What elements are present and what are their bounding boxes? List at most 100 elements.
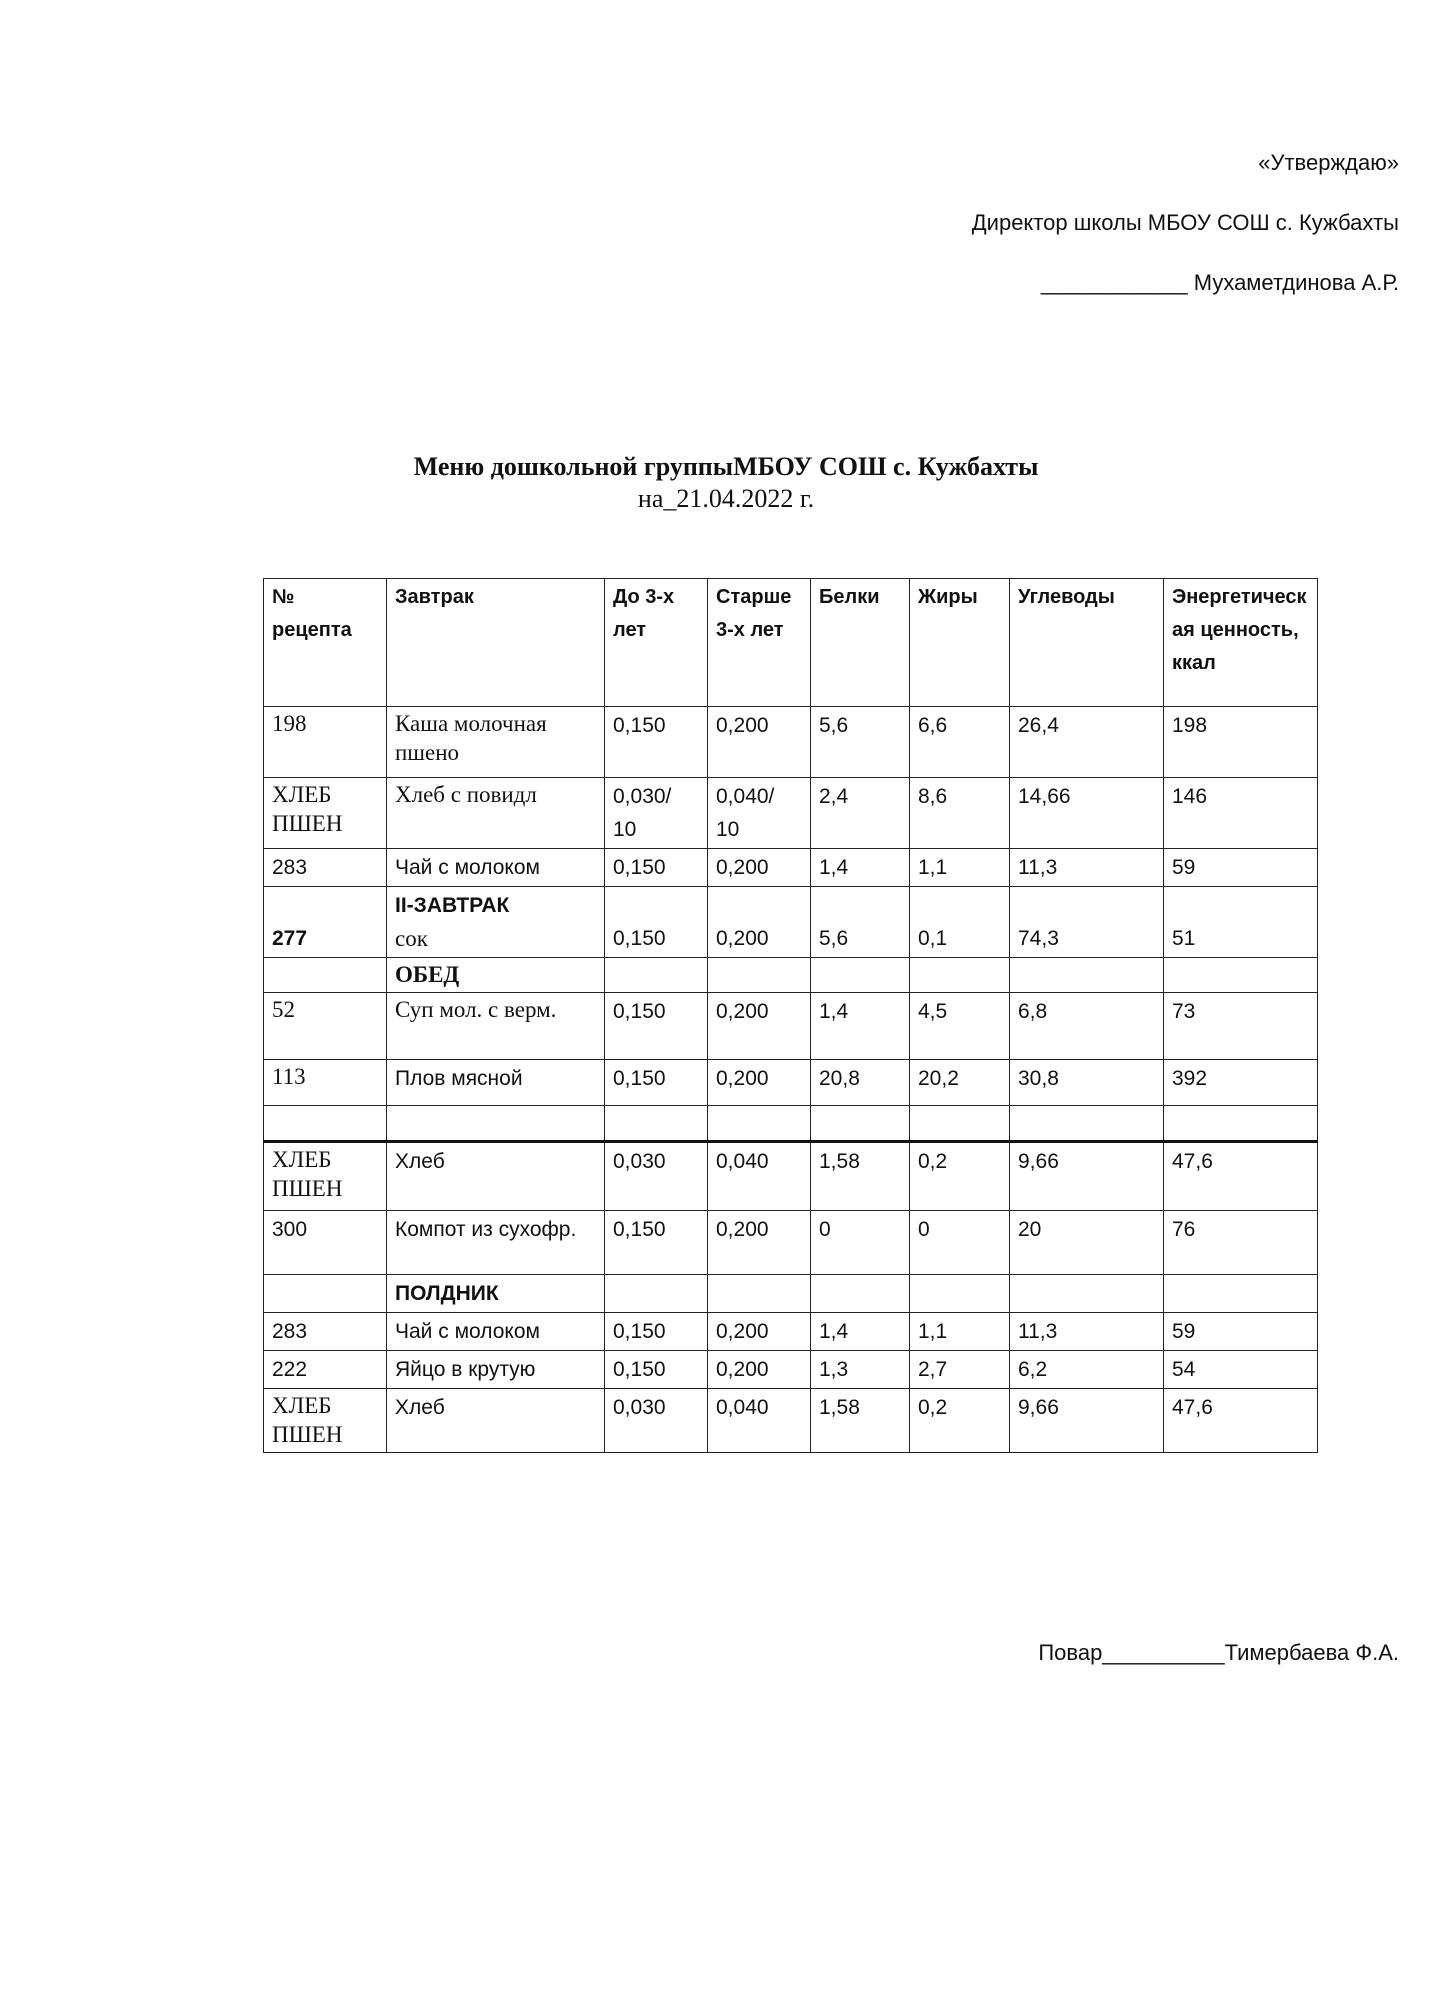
- table-cell: Хлеб с повидл: [386, 777, 605, 849]
- table-cell: 0,040/ 10: [707, 777, 811, 849]
- table-cell: 1,58: [810, 1388, 910, 1453]
- table-row: ХЛЕБ ПШЕН Хлеб с повидл 0,030/ 10 0,040/ 10…: [263, 777, 1318, 849]
- table-cell: 11,3: [1009, 1312, 1164, 1351]
- table-cell: 14,66: [1009, 777, 1164, 849]
- table-cell: 73: [1163, 992, 1318, 1060]
- table-row: ПОЛДНИК: [263, 1274, 1318, 1313]
- table-row: ОБЕД: [263, 957, 1318, 993]
- table-cell: 0,2: [909, 1388, 1010, 1453]
- table-cell: 0,150: [604, 1350, 708, 1389]
- table-row: 277 II-ЗАВТРАК сок 0,150 0,200 5,6 0,1 74,3 51: [263, 886, 1318, 958]
- table-row: 198 Каша молочная пшено 0,150 0,200 5,6 6,6 26…: [263, 706, 1318, 778]
- column-header: Белки: [810, 578, 910, 707]
- table-cell: 74,3: [1009, 886, 1164, 958]
- table-cell: [1163, 957, 1318, 993]
- title: Меню дошкольной группыМБОУ СОШ с. Кужбах…: [413, 452, 1039, 481]
- table-cell: 0,040: [707, 1388, 811, 1453]
- table-cell: [909, 1274, 1010, 1313]
- table-cell: 0,200: [707, 706, 811, 778]
- table-cell: 47,6: [1163, 1388, 1318, 1453]
- table-cell: 392: [1163, 1059, 1318, 1106]
- table-cell: 1,3: [810, 1350, 910, 1389]
- column-header: № рецепта: [263, 578, 387, 707]
- table-cell: [1009, 1105, 1164, 1142]
- cell-line: сок: [395, 926, 428, 951]
- table-cell: ХЛЕБ ПШЕН: [263, 1388, 387, 1453]
- table-cell: 0: [810, 1210, 910, 1275]
- table-cell: 283: [263, 848, 387, 887]
- table-cell: 47,6: [1163, 1140, 1318, 1211]
- table-cell: 0,200: [707, 1210, 811, 1275]
- table-cell: 6,8: [1009, 992, 1164, 1060]
- table-cell: 0,200: [707, 848, 811, 887]
- table-cell: [263, 957, 387, 993]
- table-cell: 0,030: [604, 1388, 708, 1453]
- table-cell: [604, 1105, 708, 1142]
- column-header: Энергетическая ценность, ккал: [1163, 578, 1318, 707]
- approval: «Утверждаю»: [1258, 150, 1399, 175]
- table-cell: 20: [1009, 1210, 1164, 1275]
- table-row: ХЛЕБ ПШЕН Хлеб 0,030 0,040 1,58 0,2 9,66 47,6: [263, 1388, 1318, 1453]
- table-row: 113 Плов мясной 0,150 0,200 20,8 20,2 30,8 392: [263, 1059, 1318, 1106]
- table-cell: 5,6: [810, 886, 910, 958]
- table-cell: 20,8: [810, 1059, 910, 1106]
- table-cell: 0,200: [707, 1350, 811, 1389]
- table-cell: 1,4: [810, 992, 910, 1060]
- table-cell: 0,200: [707, 886, 811, 958]
- table-cell: 59: [1163, 848, 1318, 887]
- table-cell: 0,2: [909, 1140, 1010, 1211]
- approval: ____________ Мухаметдинова А.Р.: [1040, 270, 1399, 295]
- table-cell: Хлеб: [386, 1140, 605, 1211]
- table-cell: [810, 1274, 910, 1313]
- table-cell: 20,2: [909, 1059, 1010, 1106]
- table-cell: 8,6: [909, 777, 1010, 849]
- table-cell: 277: [263, 886, 387, 958]
- table-row: ХЛЕБ ПШЕН Хлеб 0,030 0,040 1,58 0,2 9,66 47,6: [263, 1140, 1318, 1211]
- table-cell: 0,150: [604, 1210, 708, 1275]
- table-cell: 1,4: [810, 1312, 910, 1351]
- table-cell: 0,1: [909, 886, 1010, 958]
- table-cell: 0,150: [604, 706, 708, 778]
- table-cell: 0,200: [707, 1059, 811, 1106]
- footer: Повар__________Тимербаева Ф.А.: [1038, 1640, 1399, 1665]
- table-cell: [909, 957, 1010, 993]
- cell-line: II-ЗАВТРАК: [395, 894, 510, 917]
- table-cell: [1009, 957, 1164, 993]
- table-cell: 76: [1163, 1210, 1318, 1275]
- table-cell: 52: [263, 992, 387, 1060]
- table-cell: 1,58: [810, 1140, 910, 1211]
- column-header: Углеводы: [1009, 578, 1164, 707]
- table-cell: [604, 957, 708, 993]
- table-cell: II-ЗАВТРАК сок: [386, 886, 605, 958]
- table-cell: 4,5: [909, 992, 1010, 1060]
- menu-table: № рецепта Завтрак До 3-х лет Старше 3-х лет…: [263, 578, 1318, 1453]
- table-cell: 0,200: [707, 1312, 811, 1351]
- table-cell: 0,150: [604, 1059, 708, 1106]
- table-cell: ХЛЕБ ПШЕН: [263, 777, 387, 849]
- table-cell: 0,150: [604, 992, 708, 1060]
- table-cell: Компот из сухофр.: [386, 1210, 605, 1275]
- table-cell: 6,6: [909, 706, 1010, 778]
- table-row: [263, 1105, 1318, 1142]
- table-cell: 54: [1163, 1350, 1318, 1389]
- table-cell: ОБЕД: [386, 957, 605, 993]
- header-row: № рецепта Завтрак До 3-х лет Старше 3-х лет…: [263, 578, 1318, 707]
- table-cell: [263, 1274, 387, 1313]
- table-cell: [909, 1105, 1010, 1142]
- table-cell: 2,7: [909, 1350, 1010, 1389]
- table-cell: 113: [263, 1059, 387, 1106]
- table-cell: 0,040: [707, 1140, 811, 1211]
- table-row: 52 Суп мол. с верм. 0,150 0,200 1,4 4,5 6,8 73: [263, 992, 1318, 1060]
- table-cell: 5,6: [810, 706, 910, 778]
- table-cell: 0: [909, 1210, 1010, 1275]
- table-cell: [263, 1105, 387, 1142]
- table-cell: 222: [263, 1350, 387, 1389]
- table-row: 283 Чай с молоком 0,150 0,200 1,4 1,1 11,3 59: [263, 1312, 1318, 1351]
- column-header: Завтрак: [386, 578, 605, 707]
- table-cell: 6,2: [1009, 1350, 1164, 1389]
- table-cell: 1,1: [909, 848, 1010, 887]
- table-cell: Суп мол. с верм.: [386, 992, 605, 1060]
- table-cell: [810, 957, 910, 993]
- table-cell: 0,200: [707, 992, 811, 1060]
